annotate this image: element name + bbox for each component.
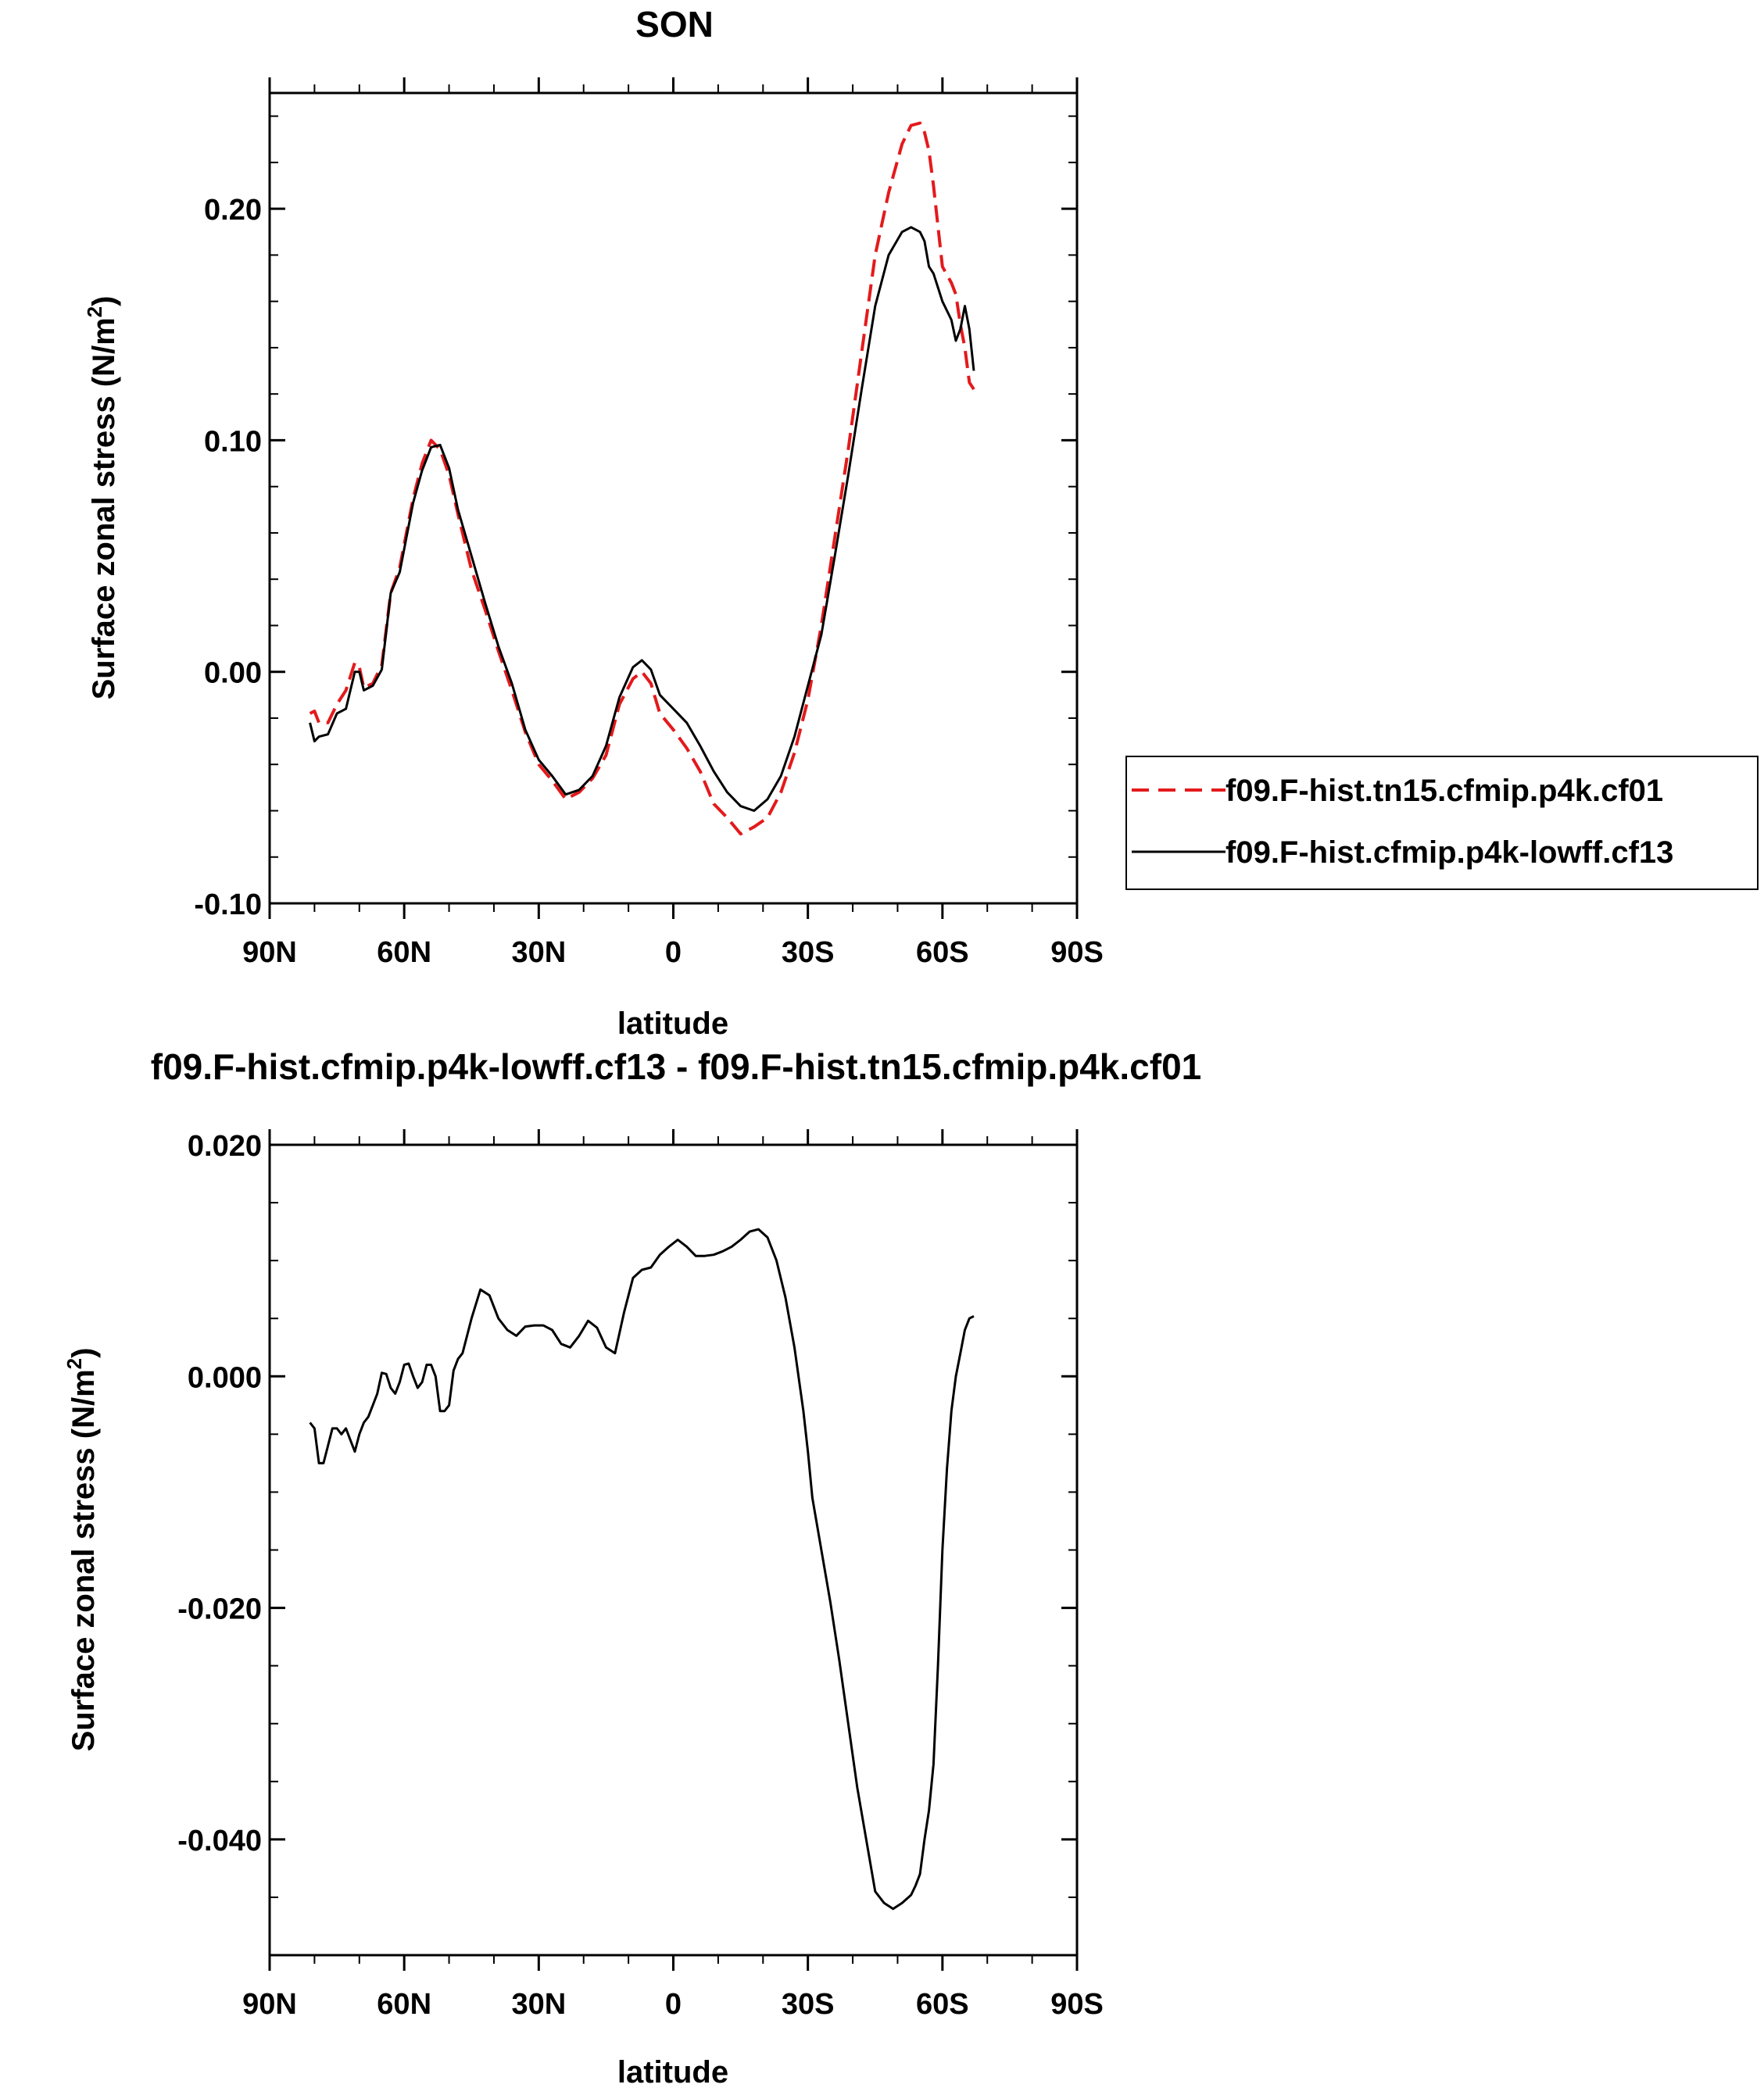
bottom-chart-ticks	[268, 1129, 1079, 1971]
top-chart-x-tick-labels: 90N 60N 30N 0 30S 60S 90S	[242, 936, 1104, 969]
y-tick-label: -0.10	[194, 888, 262, 921]
y-tick-label: 0.10	[204, 425, 262, 458]
bottom-chart-series	[309, 1228, 975, 1911]
y-tick-label: 0.00	[204, 657, 262, 690]
bottom-chart-plot-frame	[268, 1143, 1079, 1957]
legend-box	[1125, 756, 1759, 890]
legend: f09.F-hist.tn15.cfmip.p4k.cf01 f09.F-his…	[1125, 756, 1759, 890]
top-chart: SON -0.100.000.100.20 90N 60N 30N 0 30S 60S 90…	[83, 4, 1759, 1041]
bottom-chart-title: f09.F-hist.cfmip.p4k-lowff.cf13 - f09.F-…	[151, 1046, 1202, 1087]
y-tick-label: -0.020	[177, 1593, 262, 1626]
top-chart-plot-frame	[268, 91, 1079, 905]
series-line-1	[309, 121, 975, 836]
bottom-chart-y-axis-label-close: )	[66, 1348, 101, 1358]
bottom-chart-y-axis-label: Surface zonal stress (N/m2)	[63, 1348, 101, 1752]
bottom-chart-y-axis-label-sup: 2	[63, 1358, 86, 1369]
top-chart-ticks	[268, 77, 1079, 919]
x-tick-label: 30N	[511, 1988, 566, 2021]
top-chart-title: SON	[635, 4, 714, 45]
x-tick-label: 90S	[1050, 1988, 1104, 2021]
bottom-chart-y-tick-labels: -0.040 -0.020 0.000 0.020	[177, 1130, 262, 1857]
x-tick-label: 90N	[242, 936, 297, 969]
y-tick-label: 0.20	[204, 194, 262, 227]
y-tick-label: 0.000	[188, 1361, 262, 1394]
x-tick-label: 30S	[782, 936, 835, 969]
top-chart-series	[309, 121, 975, 836]
bottom-chart: f09.F-hist.cfmip.p4k-lowff.cf13 - f09.F-…	[63, 1046, 1201, 2088]
x-tick-label: 90S	[1050, 936, 1104, 969]
x-tick-label: 0	[665, 1988, 682, 2021]
top-chart-x-axis-label: latitude	[617, 1006, 728, 1041]
y-tick-label: -0.040	[177, 1825, 262, 1857]
y-tick-label: 0.020	[188, 1130, 262, 1163]
top-chart-y-axis-label-main: Surface zonal stress (N/m	[87, 317, 121, 699]
x-tick-label: 60S	[916, 1988, 969, 2021]
top-chart-y-axis-label-sup: 2	[83, 306, 106, 317]
x-tick-label: 60N	[377, 936, 431, 969]
legend-label-series-2: f09.F-hist.cfmip.p4k-lowff.cf13	[1225, 835, 1673, 870]
x-tick-label: 30N	[511, 936, 566, 969]
legend-label-series-1: f09.F-hist.tn15.cfmip.p4k.cf01	[1225, 774, 1663, 808]
top-chart-y-axis-label-close: )	[87, 296, 121, 306]
x-tick-label: 60N	[377, 1988, 431, 2021]
bottom-chart-x-axis-label: latitude	[617, 2055, 728, 2088]
series-line-2	[309, 226, 975, 812]
bottom-chart-x-tick-labels: 90N 60N 30N 0 30S 60S 90S	[242, 1988, 1104, 2021]
x-tick-label: 90N	[242, 1988, 297, 2021]
top-chart-y-axis-label: Surface zonal stress (N/m2)	[83, 296, 121, 700]
series-line-1	[309, 1228, 975, 1911]
x-tick-label: 0	[665, 936, 682, 969]
x-tick-label: 30S	[782, 1988, 835, 2021]
x-tick-label: 60S	[916, 936, 969, 969]
bottom-chart-y-axis-label-main: Surface zonal stress (N/m	[66, 1369, 101, 1751]
top-chart-y-tick-labels: -0.10 0.00 0.10 0.20	[194, 194, 262, 921]
